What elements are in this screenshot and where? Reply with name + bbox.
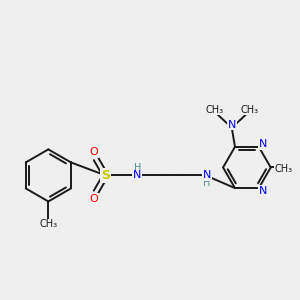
Text: S: S [101, 169, 110, 182]
Text: N: N [258, 139, 267, 149]
Text: N: N [203, 170, 212, 180]
Text: O: O [89, 194, 98, 204]
Text: CH₃: CH₃ [275, 164, 293, 174]
Text: H: H [134, 164, 141, 173]
Text: N: N [258, 186, 267, 196]
Text: H: H [203, 178, 211, 188]
Text: CH₃: CH₃ [39, 219, 57, 229]
Text: CH₃: CH₃ [205, 105, 224, 115]
Text: O: O [89, 147, 98, 157]
Text: N: N [228, 120, 236, 130]
Text: CH₃: CH₃ [240, 105, 258, 115]
Text: N: N [133, 170, 142, 180]
